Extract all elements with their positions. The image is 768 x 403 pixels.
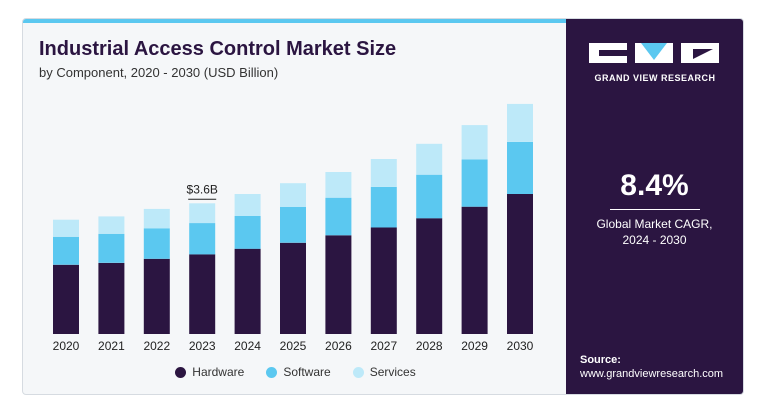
bar-services-2024 bbox=[234, 194, 261, 216]
cagr-label-line1: Global Market CAGR, bbox=[596, 217, 713, 231]
chart-legend: Hardware Software Services bbox=[23, 365, 568, 379]
brand-panel: GRAND VIEW RESEARCH 8.4% Global Market C… bbox=[566, 19, 743, 394]
bar-services-2026 bbox=[325, 172, 352, 198]
gvr-logo-icon bbox=[589, 43, 719, 63]
page-title: Industrial Access Control Market Size bbox=[39, 38, 397, 60]
bar-software-2029 bbox=[461, 159, 488, 207]
x-tick-label-2023: 2023 bbox=[189, 339, 216, 353]
x-tick-label-2024: 2024 bbox=[234, 339, 261, 353]
x-tick-label-2028: 2028 bbox=[416, 339, 443, 353]
bar-services-2020 bbox=[53, 219, 79, 237]
bar-software-2023 bbox=[189, 223, 216, 255]
source-url: www.grandviewresearch.com bbox=[580, 368, 724, 380]
bar-software-2022 bbox=[143, 228, 170, 259]
x-tick-label-2027: 2027 bbox=[370, 339, 397, 353]
bar-services-2025 bbox=[280, 183, 306, 207]
stacked-bar-chart: 2020 2021 2022 2023 2024 2025 2026 2027 2028 2029… bbox=[53, 103, 534, 353]
legend-swatch-services bbox=[352, 366, 364, 378]
bar-services-2029 bbox=[461, 125, 488, 160]
bar-software-2030 bbox=[507, 141, 533, 194]
bar-services-2027 bbox=[370, 159, 397, 187]
cagr-label-line2: 2024 - 2030 bbox=[622, 233, 687, 247]
legend-label-hardware: Hardware bbox=[192, 365, 245, 379]
bar-hardware-2030 bbox=[507, 194, 533, 334]
x-tick-label-2026: 2026 bbox=[325, 339, 352, 353]
legend-swatch-software bbox=[266, 366, 278, 378]
bar-software-2027 bbox=[370, 186, 397, 228]
cagr-label: Global Market CAGR, 2024 - 2030 bbox=[566, 216, 743, 248]
chart-card: Industrial Access Control Market Size by… bbox=[22, 18, 744, 395]
bar-hardware-2026 bbox=[325, 235, 352, 334]
bar-services-2022 bbox=[143, 208, 170, 229]
bar-software-2021 bbox=[98, 233, 125, 263]
bar-hardware-2028 bbox=[416, 218, 443, 334]
legend-item-services: Services bbox=[352, 365, 416, 379]
bar-services-2030 bbox=[507, 103, 533, 142]
x-tick-label-2022: 2022 bbox=[143, 339, 170, 353]
cagr-value: 8.4% bbox=[620, 169, 689, 202]
x-tick-label-2020: 2020 bbox=[53, 339, 80, 353]
bar-software-2026 bbox=[325, 197, 352, 236]
bar-software-2028 bbox=[416, 174, 443, 219]
legend-swatch-hardware bbox=[175, 366, 187, 378]
chart-subtitle: by Component, 2020 - 2030 (USD Billion) bbox=[39, 65, 279, 80]
bar-services-2023 bbox=[189, 203, 216, 223]
bar-software-2020 bbox=[53, 236, 79, 265]
source: Source: www.grandviewresearch.com bbox=[580, 353, 723, 381]
legend-item-software: Software bbox=[266, 365, 331, 379]
bar-services-2028 bbox=[416, 143, 443, 175]
annotation-label-2023: $3.6B bbox=[187, 182, 218, 196]
legend-item-hardware: Hardware bbox=[175, 365, 244, 379]
bar-hardware-2025 bbox=[280, 242, 306, 334]
bar-software-2024 bbox=[234, 216, 261, 249]
cagr-divider bbox=[610, 209, 700, 210]
bar-hardware-2020 bbox=[53, 264, 79, 334]
x-tick-label-2029: 2029 bbox=[461, 339, 488, 353]
brand-name: GRAND VIEW RESEARCH bbox=[594, 73, 716, 83]
bar-hardware-2027 bbox=[370, 227, 397, 334]
x-tick-label-2030: 2030 bbox=[507, 339, 534, 353]
x-tick-label-2021: 2021 bbox=[98, 339, 125, 353]
bar-hardware-2021 bbox=[98, 262, 125, 334]
accent-bar bbox=[23, 19, 568, 23]
legend-label-software: Software bbox=[283, 365, 331, 379]
bar-hardware-2022 bbox=[143, 258, 170, 334]
x-tick-label-2025: 2025 bbox=[280, 339, 307, 353]
bar-hardware-2023 bbox=[189, 254, 216, 334]
bar-hardware-2029 bbox=[461, 206, 488, 334]
bar-hardware-2024 bbox=[234, 248, 261, 334]
bar-software-2025 bbox=[280, 207, 306, 243]
bar-services-2021 bbox=[98, 216, 125, 234]
source-label: Source: bbox=[580, 354, 621, 366]
legend-label-services: Services bbox=[369, 365, 416, 379]
